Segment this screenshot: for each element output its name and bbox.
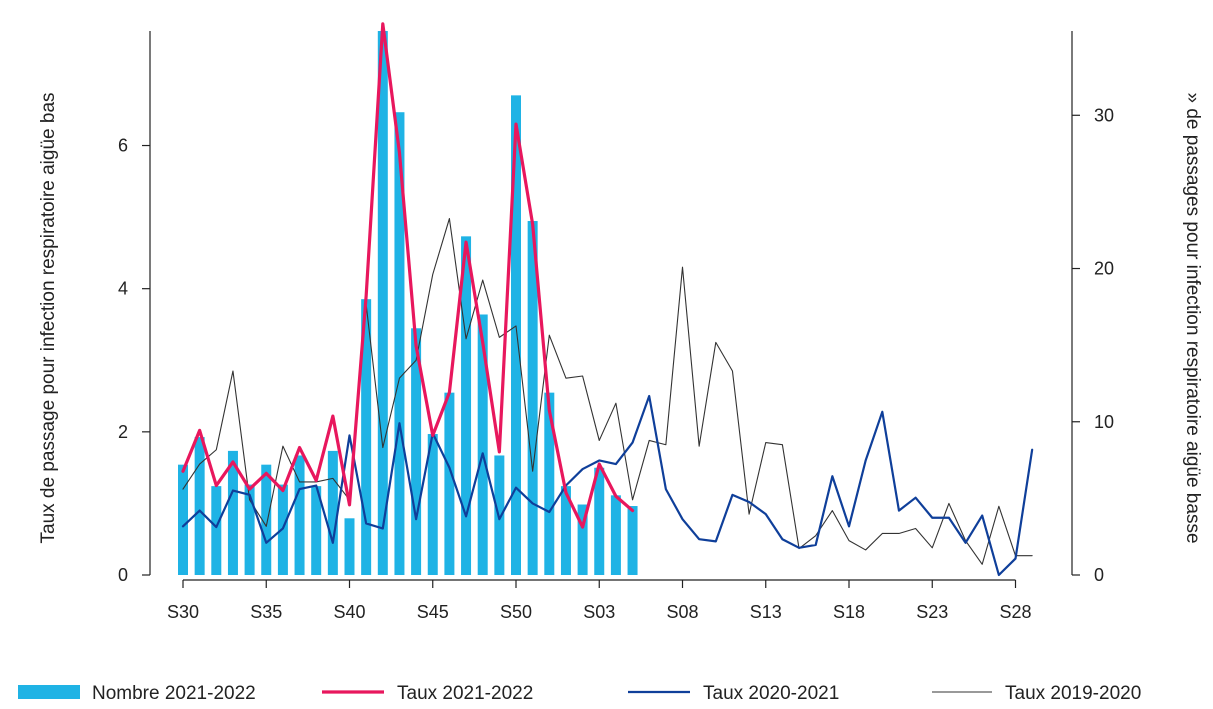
- bar: [411, 328, 422, 575]
- line-taux-2020-2021: [181, 394, 1034, 577]
- bar: [327, 450, 338, 575]
- right-tick-label: 0: [1094, 565, 1104, 585]
- left-tick-label: 0: [118, 565, 128, 585]
- legend-label: Taux 2020-2021: [703, 683, 839, 704]
- bar: [227, 450, 238, 575]
- bar: [377, 31, 388, 575]
- x-tick-label: S13: [750, 602, 782, 622]
- left-tick-label: 6: [118, 136, 128, 156]
- x-tick-label: S03: [583, 602, 615, 622]
- right-tick-label: 30: [1094, 105, 1114, 125]
- bar: [594, 467, 605, 575]
- x-tick-label: S30: [167, 602, 199, 622]
- legend: Nombre 2021-2022 Taux 2021-2022 Taux 2020-…: [18, 683, 1141, 704]
- bar: [511, 95, 521, 576]
- bar: [261, 464, 272, 575]
- x-tick-label: S08: [666, 602, 698, 622]
- bar: [627, 506, 638, 575]
- bar: [361, 299, 372, 575]
- x-tick-label: S23: [916, 602, 948, 622]
- right-tick-label: 10: [1094, 412, 1114, 432]
- legend-label: Taux 2021-2022: [397, 683, 533, 704]
- x-tick-label: S40: [333, 602, 365, 622]
- line-taux-2021-2022: [181, 22, 635, 529]
- bar: [477, 314, 488, 575]
- bar: [211, 486, 222, 575]
- bar: [610, 495, 621, 575]
- bar: [344, 518, 355, 575]
- legend-label: Nombre 2021-2022: [92, 683, 256, 704]
- legend-swatch: [18, 685, 80, 699]
- bar: [544, 392, 555, 575]
- bar: [427, 434, 438, 575]
- bar: [311, 486, 322, 575]
- x-tick-label: S28: [999, 602, 1031, 622]
- left-tick-label: 4: [118, 279, 128, 299]
- bar: [527, 221, 538, 575]
- line-taux-2019-2020: [182, 217, 1033, 565]
- bar: [444, 392, 455, 575]
- right-axis-title: » de passages pour infection respiratoir…: [1182, 92, 1203, 543]
- line-series-group: [181, 22, 1034, 577]
- bar: [461, 236, 472, 575]
- bar: [394, 112, 405, 575]
- axes: 0 2 4 6 0 10 20 30 S30 S35 S40 S45 S50 S03 S08 S13 S18 S2…: [118, 31, 1114, 622]
- right-tick-label: 20: [1094, 259, 1114, 279]
- bar: [244, 484, 255, 575]
- bar: [194, 437, 205, 575]
- bar: [178, 464, 188, 575]
- legend-label: Taux 2019-2020: [1005, 683, 1141, 704]
- x-tick-label: S45: [417, 602, 449, 622]
- bar: [577, 504, 588, 575]
- x-tick-label: S50: [500, 602, 532, 622]
- left-axis-title: Taux de passage pour infection respirato…: [38, 92, 59, 543]
- left-tick-label: 2: [118, 422, 128, 442]
- bar: [560, 486, 571, 575]
- x-tick-label: S18: [833, 602, 865, 622]
- x-tick-label: S35: [250, 602, 282, 622]
- bar: [294, 455, 305, 575]
